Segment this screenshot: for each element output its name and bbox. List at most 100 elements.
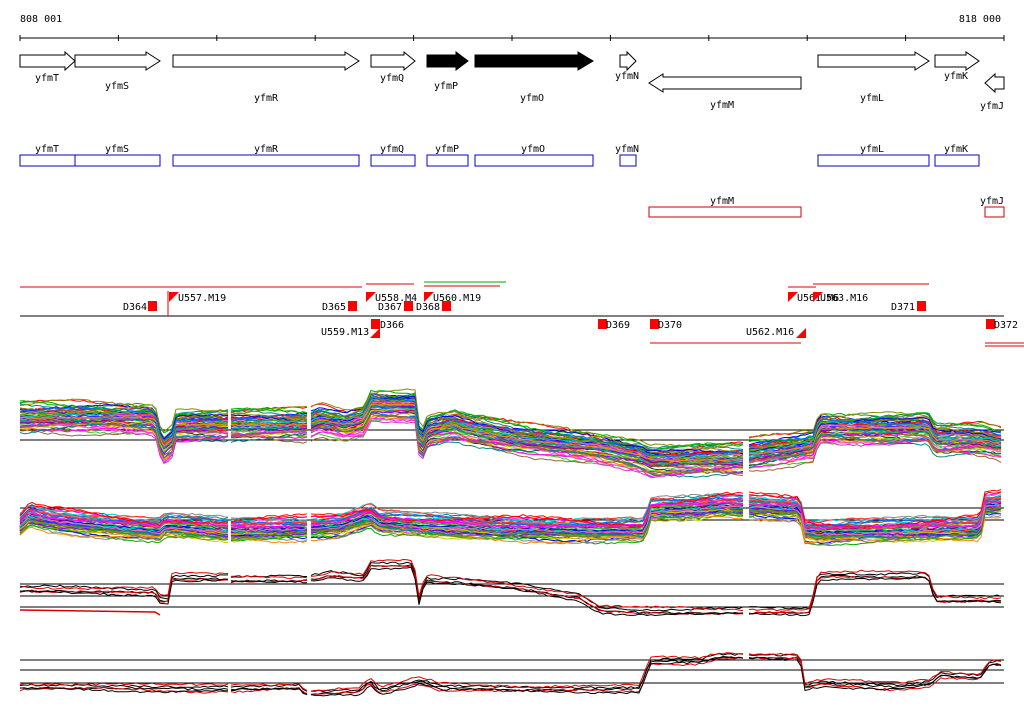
box-yfmL[interactable]: yfmL xyxy=(817,144,930,167)
expression-trace xyxy=(230,407,308,414)
expression-trace xyxy=(748,501,1002,530)
feature-D368[interactable]: D368 xyxy=(416,301,451,313)
expression-trace xyxy=(748,569,1002,612)
gene-arrow-yfmN[interactable]: yfmN xyxy=(615,50,639,82)
box-yfmO[interactable]: yfmO xyxy=(474,144,594,167)
box-label-yfmN: yfmN xyxy=(615,144,639,155)
gene-arrow-yfmT[interactable]: yfmT xyxy=(19,50,76,84)
feature-label: D364 xyxy=(123,302,147,313)
feature-U559-M13[interactable]: U559.M13 xyxy=(321,327,380,338)
gene-label-yfmN: yfmN xyxy=(615,71,639,82)
expression-trace xyxy=(230,515,308,524)
box-label-yfmR: yfmR xyxy=(254,144,279,155)
feature-U557-M19[interactable]: U557.M19 xyxy=(169,292,226,304)
expression-trace xyxy=(230,524,308,530)
box-yfmS[interactable]: yfmS xyxy=(74,144,161,167)
gene-arrow-yfmR[interactable]: yfmR xyxy=(172,51,360,104)
expression-trace xyxy=(19,406,228,442)
expression-trace xyxy=(19,686,228,694)
feature-D371[interactable]: D371 xyxy=(891,301,926,313)
expression-trace xyxy=(310,413,744,475)
expression-trace xyxy=(748,504,1002,536)
expression-trace xyxy=(19,686,229,694)
feature-U563-M16[interactable]: U563.M16 xyxy=(813,292,868,304)
box-yfmN[interactable]: yfmN xyxy=(615,144,639,167)
expression-trace xyxy=(748,433,1002,472)
expression-trace xyxy=(748,412,1001,442)
expression-trace xyxy=(310,652,744,692)
box-yfmQ[interactable]: yfmQ xyxy=(370,144,416,167)
expression-trace xyxy=(748,432,1002,469)
expression-trace xyxy=(19,512,229,528)
box-yfmT[interactable]: yfmT xyxy=(19,144,76,167)
feature-D366[interactable]: D366 xyxy=(371,319,404,331)
gene-label-yfmQ: yfmQ xyxy=(380,73,404,84)
feature-label: D366 xyxy=(380,320,404,331)
expression-trace xyxy=(19,683,229,689)
expression-trace xyxy=(230,520,308,525)
expression-trace xyxy=(310,566,744,617)
feature-D365[interactable]: D365 xyxy=(322,301,357,313)
gene-arrow-yfmK[interactable]: yfmK xyxy=(934,51,980,82)
gene-arrow-yfmL[interactable]: yfmL xyxy=(817,51,930,104)
expression-trace xyxy=(230,423,308,427)
box-yfmM[interactable]: yfmM xyxy=(648,196,802,218)
expression-trace xyxy=(748,411,1002,449)
expression-trace xyxy=(310,498,744,530)
gene-arrow-yfmP[interactable]: yfmP xyxy=(426,51,469,92)
expression-trace xyxy=(748,516,1002,544)
expression-trace xyxy=(310,395,744,451)
expression-trace xyxy=(19,516,229,535)
feature-label: D369 xyxy=(606,320,630,331)
expression-trace xyxy=(748,412,1002,447)
expression-trace xyxy=(19,398,229,439)
gene-arrow-yfmJ[interactable]: yfmJ xyxy=(980,72,1005,112)
expression-trace xyxy=(310,398,744,458)
gene-label-yfmO: yfmO xyxy=(520,93,544,104)
expression-trace xyxy=(230,521,308,527)
feature-label: D367 xyxy=(378,302,402,313)
feature-U561-M6[interactable]: U561.M6 xyxy=(788,292,839,304)
expression-trace xyxy=(19,404,229,433)
expression-trace xyxy=(19,520,229,538)
expression-panel-3 xyxy=(19,558,1004,617)
gene-label-yfmJ: yfmJ xyxy=(980,101,1004,112)
expression-trace xyxy=(748,497,1002,531)
feature-D369[interactable]: D369 xyxy=(598,319,630,331)
gene-arrow-yfmQ[interactable]: yfmQ xyxy=(370,50,416,84)
feature-U560-M19[interactable]: U560.M19 xyxy=(424,292,481,304)
expression-trace xyxy=(19,513,229,529)
expression-trace xyxy=(230,683,308,691)
gene-label-yfmK: yfmK xyxy=(944,71,968,82)
expression-trace xyxy=(748,420,1002,447)
expression-trace xyxy=(310,511,744,545)
expression-trace xyxy=(310,501,744,531)
expression-trace xyxy=(310,501,744,529)
expression-trace xyxy=(230,534,308,542)
feature-D364[interactable]: D364 xyxy=(123,301,157,313)
expression-panel-2 xyxy=(19,489,1004,546)
expression-trace xyxy=(19,520,229,541)
box-yfmR[interactable]: yfmR xyxy=(172,144,360,167)
feature-D372[interactable]: D372 xyxy=(986,319,1018,331)
expression-trace xyxy=(19,574,229,600)
feature-D367[interactable]: D367 xyxy=(378,301,413,313)
feature-U562-M16[interactable]: U562.M16 xyxy=(746,327,806,338)
box-yfmK[interactable]: yfmK xyxy=(934,144,980,167)
feature-U558-M4[interactable]: U558.M4 xyxy=(366,292,417,304)
gene-arrow-yfmO[interactable]: yfmO xyxy=(474,51,594,104)
gene-arrow-yfmM[interactable]: yfmM xyxy=(648,73,802,111)
expression-trace xyxy=(19,508,229,523)
gene-arrow-yfmS[interactable]: yfmS xyxy=(74,51,161,92)
box-yfmJ[interactable]: yfmJ xyxy=(980,196,1005,218)
box-yfmP[interactable]: yfmP xyxy=(426,144,469,167)
feature-D370[interactable]: D370 xyxy=(650,319,682,331)
expression-trace xyxy=(310,494,743,528)
expression-trace xyxy=(230,429,308,438)
gene-label-yfmL: yfmL xyxy=(860,93,884,104)
gene-label-yfmT: yfmT xyxy=(35,73,59,84)
expression-trace xyxy=(310,513,744,540)
ruler-end-label: 818 000 xyxy=(959,14,1001,25)
expression-trace xyxy=(310,564,744,615)
expression-trace xyxy=(19,504,228,527)
